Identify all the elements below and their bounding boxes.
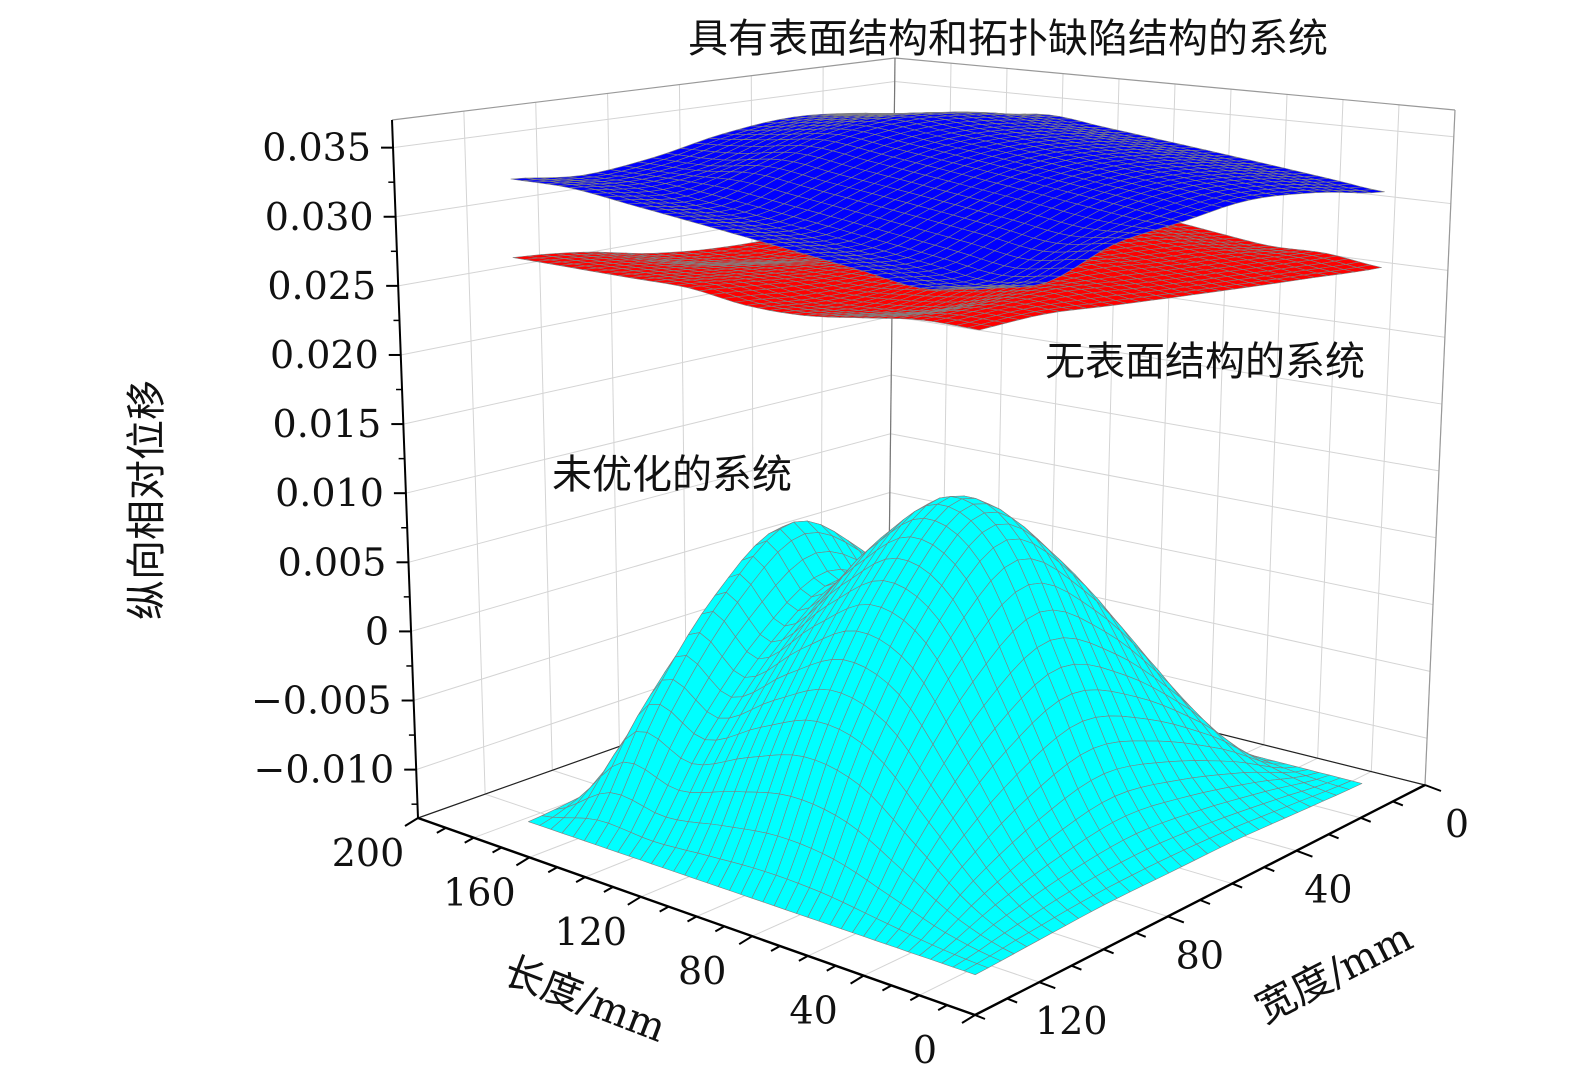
z-tick-label: 0 [365,609,389,653]
x-tick-label: 200 [332,831,405,875]
z-tick-label: 0.025 [267,264,376,308]
x-axis-tick [464,836,475,844]
surface-patch [967,287,994,291]
x-axis-tick [738,935,753,946]
left-wall-grid-line [535,102,553,771]
y-axis-tick [1263,866,1275,873]
left-wall-grid-line [463,111,486,795]
annotation-top: 具有表面结构和拓扑缺陷结构的系统 [688,16,1328,62]
x-tick-label: 120 [555,910,628,954]
y-axis-tick [1199,899,1211,905]
right-wall-grid-line [891,315,1443,405]
x-axis-tick [881,984,892,992]
z-tick-label: 0.020 [270,333,379,377]
y-axis-tick [1103,948,1114,955]
y-axis-tick [1071,964,1082,971]
x-tick-label: 40 [789,989,837,1033]
y-axis-tick [1167,915,1185,924]
x-axis-tick [937,1004,948,1012]
right-wall-grid-line [890,433,1437,539]
axes [381,119,1442,1024]
x-axis-tick [826,964,837,972]
z-tick-label: 0.005 [278,540,387,584]
y-axis-tick [1038,981,1056,990]
left-wall-grid-line [410,491,891,632]
right-wall-grid-line [1317,99,1344,759]
left-wall-grid-line [405,374,892,494]
right-wall-grid-line [891,374,1440,472]
z-axis-line [391,119,419,819]
x-axis-tick [714,925,725,933]
x-axis-tick [770,945,781,952]
surface-0 [528,495,1363,976]
x-axis-tick [909,994,920,1002]
left-wall-grid-line [607,93,620,747]
box-edge [1424,109,1456,786]
y-axis-title: 宽度/mm [1248,914,1420,1032]
z-axis-title: 纵向相对位移 [124,380,170,620]
y-axis-tick [1328,833,1339,840]
left-wall-grid-line [403,315,893,425]
x-tick-label: 80 [678,949,726,993]
z-tick-label: 0.030 [265,195,374,239]
left-wall-grid-line [392,80,895,149]
y-tick-label: 80 [1176,933,1224,977]
right-wall-grid-line [894,80,1454,138]
y-axis-tick [1006,997,1018,1004]
x-axis-tick [961,1014,976,1024]
annotation-bottom: 未优化的系统 [552,452,792,498]
y-axis-tick [1392,800,1404,807]
y-axis-tick [1231,882,1243,889]
x-axis-tick [627,895,642,906]
right-wall-grid-line [1370,104,1400,772]
left-wall-grid-line [408,433,891,563]
x-axis-tick [404,817,419,827]
z-tick-label: 0.015 [273,402,382,446]
x-axis-tick [687,915,697,923]
y-axis-tick [1135,931,1147,938]
x-axis-title: 长度/mm [497,948,672,1052]
x-axis-tick [603,886,614,893]
x-axis-tick [492,846,503,854]
x-axis-tick [547,866,558,874]
z-tick-label: −0.010 [254,748,395,792]
annotation-middle: 无表面结构的系统 [1045,339,1365,385]
surface-patch [967,324,994,331]
x-axis-tick [659,905,670,913]
z-tick-label: −0.005 [251,679,392,723]
surfaces [510,111,1385,976]
y-axis-tick [974,1014,986,1020]
y-axis-tick [1296,849,1313,858]
x-axis-tick [850,974,865,985]
z-tick-label: 0.035 [262,126,371,170]
x-axis-tick [436,826,447,834]
x-tick-label: 160 [443,870,516,914]
x-axis-tick [515,856,530,867]
x-axis-tick [798,955,809,962]
surface-2 [510,111,1385,291]
y-axis-tick [1360,816,1372,823]
z-tick-label: 0.010 [275,471,384,515]
right-wall-grid-line [1263,94,1288,745]
surface-patch [963,963,989,976]
box-edge [391,57,896,121]
x-axis-tick [575,876,586,883]
y-tick-label: 120 [1035,999,1108,1043]
y-tick-label: 40 [1304,868,1352,912]
x-tick-label: 0 [913,1028,937,1072]
y-axis-tick [1424,784,1442,792]
tick-labels: −0.010 −0.005 0 0.005 0.010 0.015 0.020 0.025 0.… [251,126,1469,1072]
y-tick-label: 0 [1445,802,1469,846]
box-edge [894,57,1456,111]
